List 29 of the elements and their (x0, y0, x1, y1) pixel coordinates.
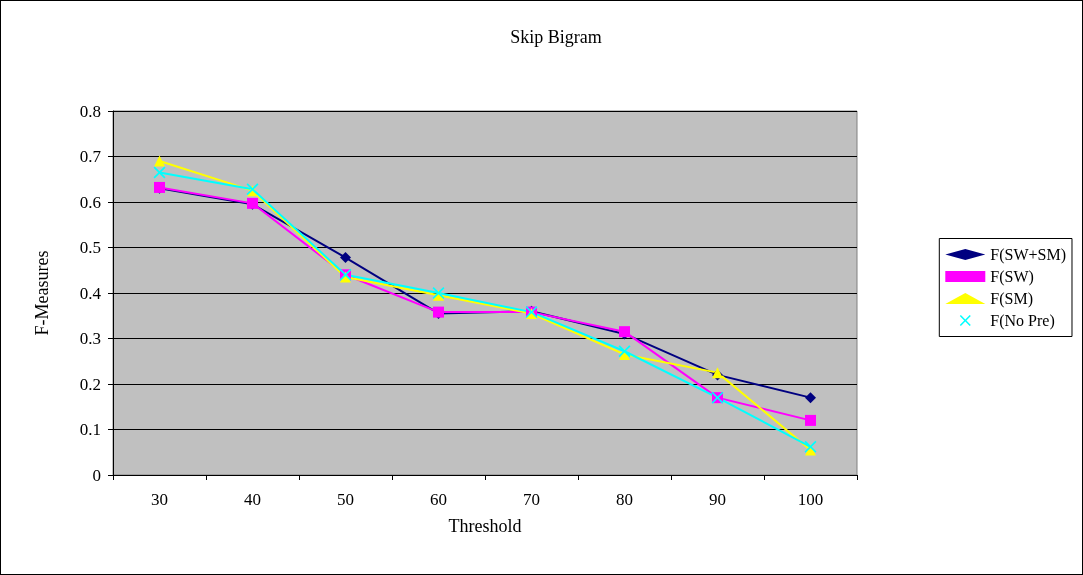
y-tick-label: 0 (92, 465, 101, 485)
legend-label: F(SM) (990, 290, 1033, 308)
x-tick-label: 70 (523, 490, 540, 509)
legend-label: F(SW+SM) (990, 246, 1066, 264)
point (153, 166, 166, 179)
y-tick-label: 0.3 (79, 329, 101, 348)
y-tick-label: 0.4 (79, 283, 102, 303)
x-tick-label: 30 (151, 490, 168, 509)
point (340, 252, 351, 264)
y-axis-title: F-Measures (32, 250, 52, 336)
legend-label: F(SW) (990, 268, 1034, 286)
legend-label: F(No Pre) (990, 312, 1055, 330)
point (805, 414, 816, 426)
y-tick-label: 0.1 (79, 420, 101, 439)
y-tick-label: 0.2 (79, 374, 101, 394)
point (154, 155, 165, 167)
x-tick-label: 80 (616, 490, 633, 509)
y-tick-label: 0.6 (79, 192, 101, 212)
chart-title: Skip Bigram (510, 27, 602, 47)
y-tick-label: 0.5 (79, 238, 101, 257)
y-tick-label: 0.7 (79, 147, 102, 166)
y-tick-label: 0.8 (79, 101, 101, 121)
x-axis-title: Threshold (448, 516, 522, 536)
x-tick-label: 50 (337, 490, 354, 509)
x-tick-label: 60 (430, 490, 447, 509)
x-tick-label: 40 (244, 490, 261, 509)
point (805, 392, 816, 404)
x-tick-label: 100 (797, 490, 824, 509)
x-tick-label: 90 (709, 490, 726, 509)
